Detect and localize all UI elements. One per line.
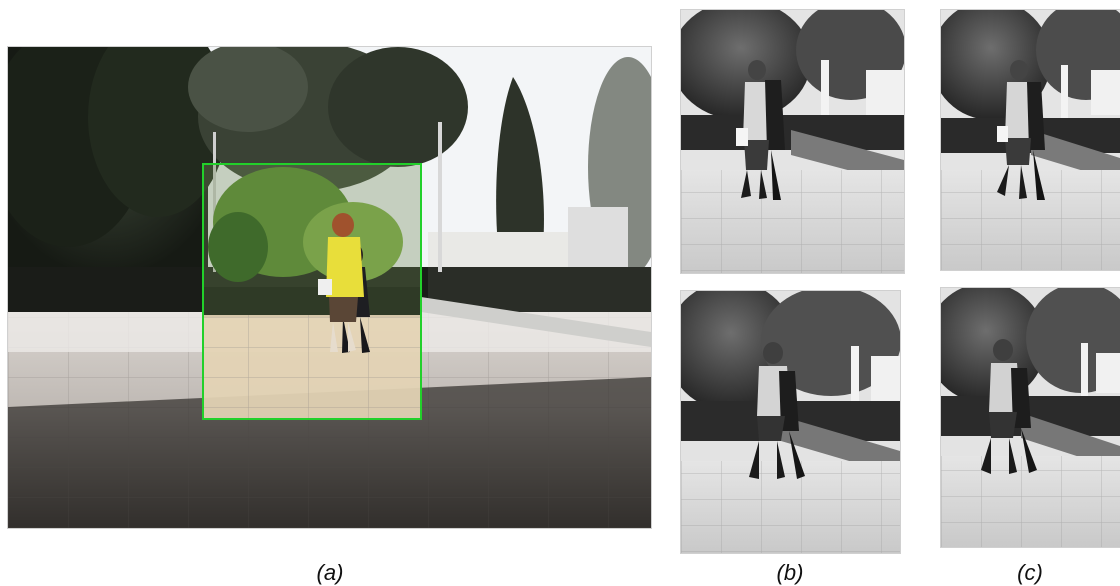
crop-frame-c1: [940, 9, 1120, 271]
grayscale-crop-image: [941, 10, 1120, 270]
grayscale-crop-image: [681, 10, 904, 273]
crop-frame-c2: [940, 287, 1120, 548]
caption-c: (c): [1017, 560, 1043, 585]
caption-b: (b): [776, 560, 804, 585]
caption-a: (a): [316, 560, 344, 585]
pedestrian-pair: [318, 213, 370, 353]
crop-frame-b1: [680, 9, 905, 274]
street-scene-image: [8, 47, 651, 528]
crop-frame-b2: [680, 290, 901, 554]
tracked-region: [203, 164, 421, 419]
main-photo-panel: [7, 46, 652, 529]
grayscale-crop-image: [681, 291, 900, 553]
detection-bounding-box: [202, 163, 422, 420]
grayscale-crop-image: [941, 288, 1120, 547]
